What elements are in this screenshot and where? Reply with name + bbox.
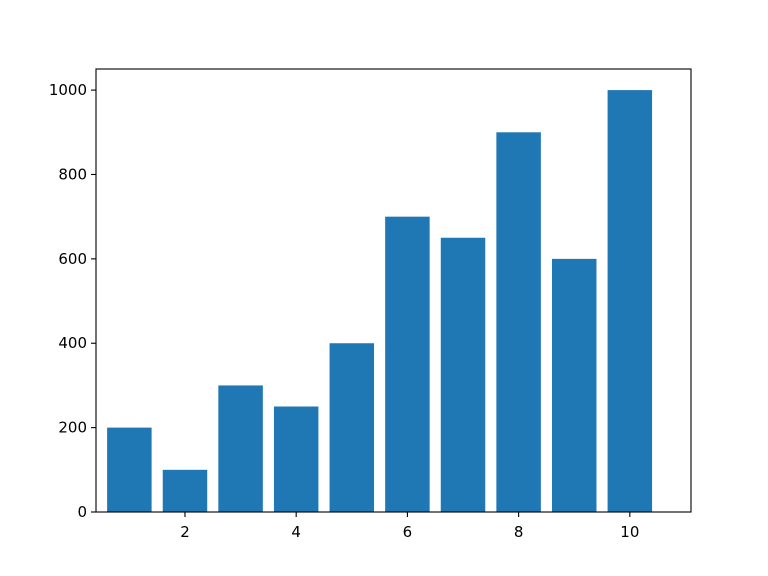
y-axis: 0 200 400 600 800 1000 — [49, 81, 96, 521]
bar-5 — [329, 343, 375, 512]
x-tick-label: 4 — [291, 523, 301, 541]
bar-2 — [162, 469, 208, 512]
bar-3 — [218, 385, 263, 512]
y-tick-label: 800 — [58, 165, 87, 183]
x-tick-label: 2 — [180, 523, 190, 541]
bars-layer — [107, 90, 653, 513]
y-tick-label: 0 — [77, 503, 87, 521]
bar-9 — [551, 258, 597, 512]
y-tick-label: 1000 — [49, 81, 87, 99]
x-tick-label: 10 — [620, 523, 639, 541]
plot-frame — [95, 68, 692, 513]
bar-7 — [440, 237, 486, 512]
y-tick-label: 600 — [58, 250, 87, 268]
x-axis: 2 4 6 8 10 — [180, 512, 639, 541]
x-tick-label: 6 — [403, 523, 413, 541]
bar-10 — [607, 90, 653, 512]
bar-1 — [107, 427, 152, 512]
x-tick-label: 8 — [514, 523, 524, 541]
bar-8 — [496, 132, 541, 513]
bar-4 — [273, 406, 319, 512]
y-tick-label: 200 — [58, 419, 87, 437]
y-tick-label: 400 — [58, 334, 87, 352]
bar-6 — [385, 216, 430, 513]
